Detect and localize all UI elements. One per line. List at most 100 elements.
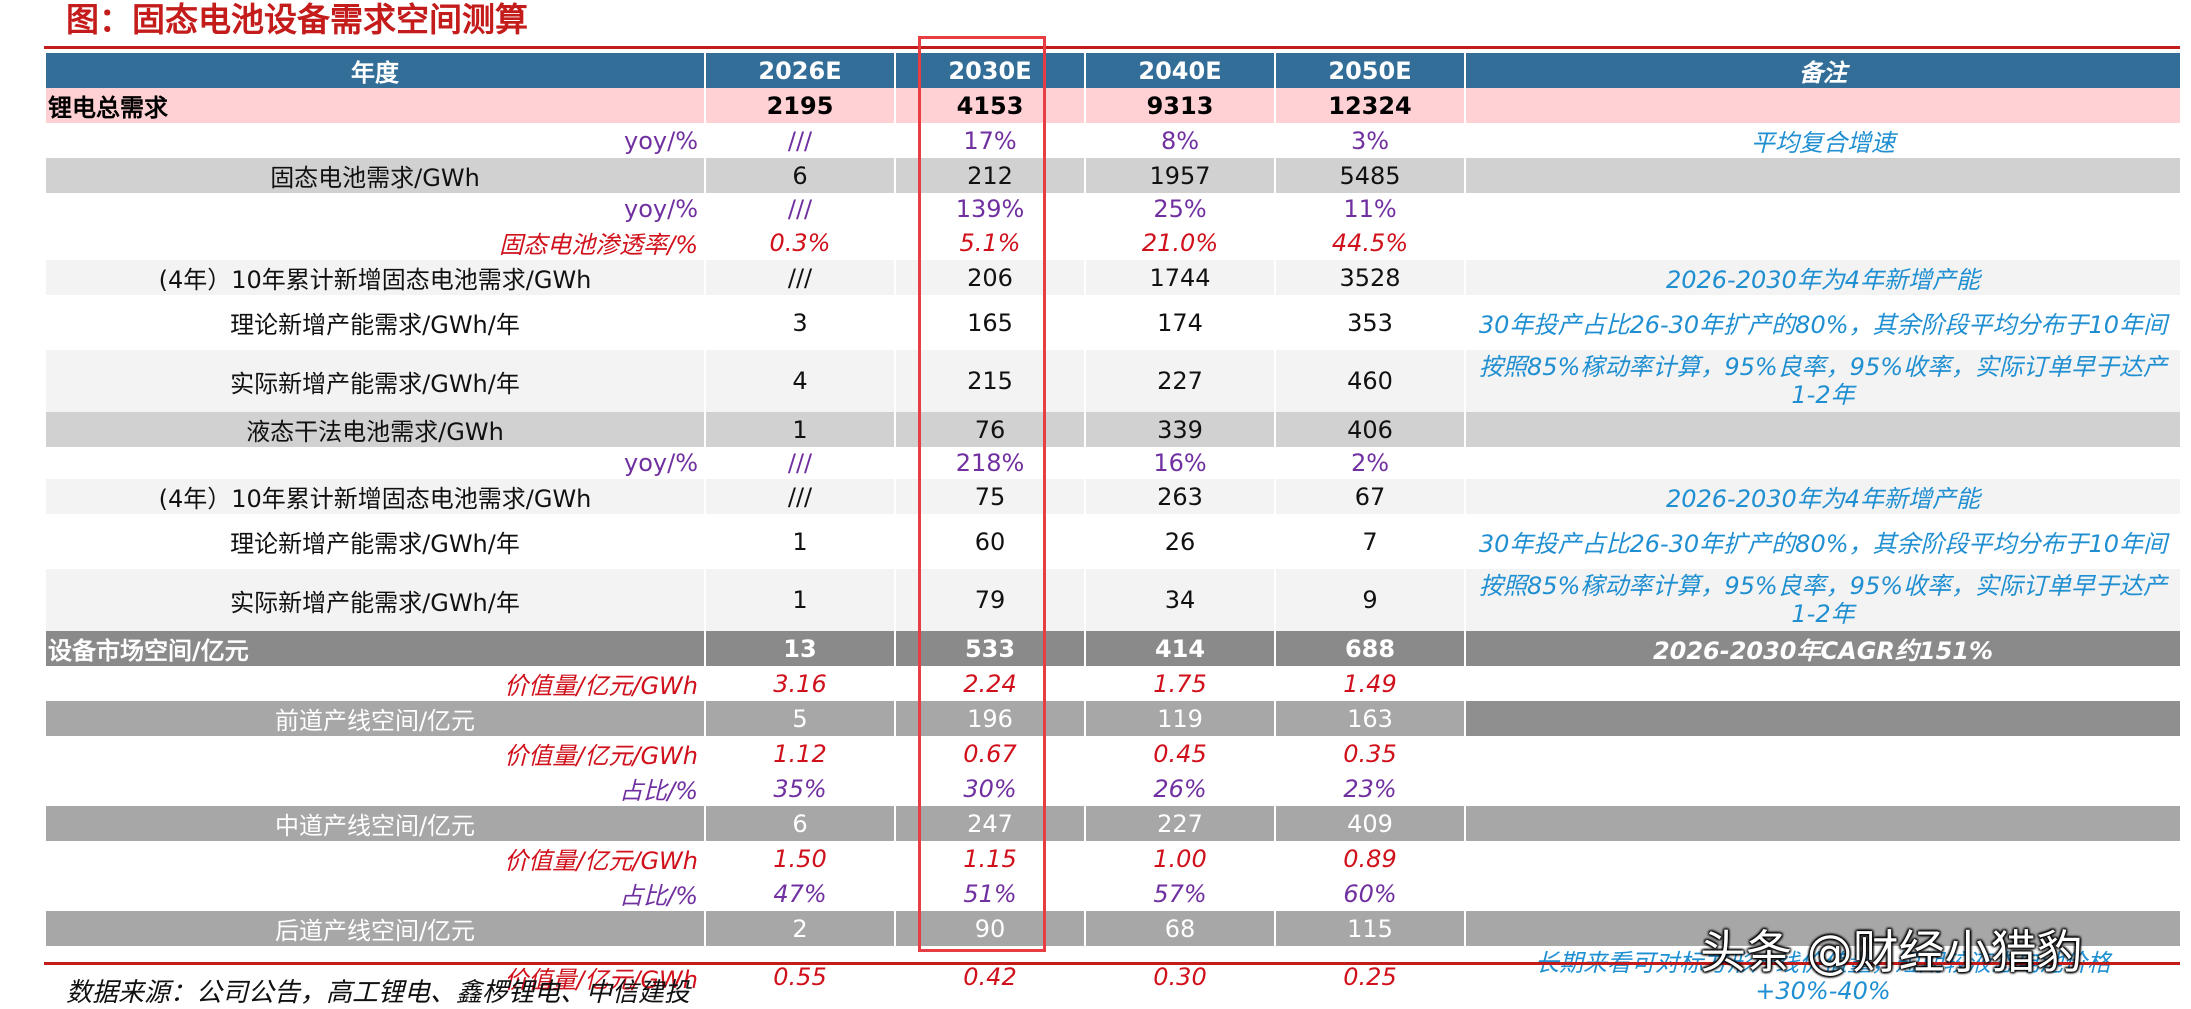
table-row: 价值量/亿元/GWh 0.55 0.42 0.30 0.25 长期来看可对标方形… xyxy=(44,946,2182,1008)
table-row: 价值量/亿元/GWh 1.50 1.15 1.00 0.89 xyxy=(44,841,2182,876)
cell-2026: 0.55 xyxy=(704,946,896,1008)
row-label: 价值量/亿元/GWh xyxy=(44,946,706,1008)
row-label: yoy/% xyxy=(44,123,706,158)
cell-2030: 90 xyxy=(894,911,1086,946)
cell-2030: 1.15 xyxy=(894,841,1086,876)
table-row: 实际新增产能需求/GWh/年 4 215 227 460 按照85%稼动率计算，… xyxy=(44,350,2182,412)
row-note xyxy=(1464,412,2182,447)
row-note xyxy=(1464,88,2182,123)
cell-2050: 0.25 xyxy=(1274,946,1466,1008)
cell-2030: 165 xyxy=(894,295,1086,350)
cell-2030: 139% xyxy=(894,193,1086,225)
cell-2050: 60% xyxy=(1274,876,1466,911)
cell-2030: 75 xyxy=(894,479,1086,514)
row-note: 按照85%稼动率计算，95%良率，95%收率，实际订单早于达产1-2年 xyxy=(1464,350,2182,412)
cell-2040: 1744 xyxy=(1084,260,1276,295)
row-note xyxy=(1464,841,2182,876)
row-label: 液态干法电池需求/GWh xyxy=(44,412,706,447)
table-row: 实际新增产能需求/GWh/年 1 79 34 9 按照85%稼动率计算，95%良… xyxy=(44,569,2182,631)
cell-2050: 0.35 xyxy=(1274,736,1466,771)
cell-2026: /// xyxy=(704,260,896,295)
row-note: 30年投产占比26-30年扩产的80%，其余阶段平均分布于10年间 xyxy=(1464,295,2182,350)
row-label: 价值量/亿元/GWh xyxy=(44,841,706,876)
cell-2026: 1.50 xyxy=(704,841,896,876)
cell-2040: 174 xyxy=(1084,295,1276,350)
cell-2040: 263 xyxy=(1084,479,1276,514)
row-note xyxy=(1464,911,2182,946)
cell-2030: 533 xyxy=(894,631,1086,666)
cell-2040: 227 xyxy=(1084,350,1276,412)
row-label: 后道产线空间/亿元 xyxy=(44,911,706,946)
cell-2026: /// xyxy=(704,123,896,158)
row-label: (4年）10年累计新增固态电池需求/GWh xyxy=(44,479,706,514)
row-note xyxy=(1464,666,2182,701)
cell-2040: 0.45 xyxy=(1084,736,1276,771)
cell-2040: 339 xyxy=(1084,412,1276,447)
row-label: yoy/% xyxy=(44,447,706,479)
cell-2050: 409 xyxy=(1274,806,1466,841)
row-label: 前道产线空间/亿元 xyxy=(44,701,706,736)
row-note: 平均复合增速 xyxy=(1464,123,2182,158)
row-label: 理论新增产能需求/GWh/年 xyxy=(44,514,706,569)
table-row: 理论新增产能需求/GWh/年 1 60 26 7 30年投产占比26-30年扩产… xyxy=(44,514,2182,569)
cell-2040: 68 xyxy=(1084,911,1276,946)
table-row: 固态电池需求/GWh 6 212 1957 5485 xyxy=(44,158,2182,193)
cell-2050: 163 xyxy=(1274,701,1466,736)
table-row: 中道产线空间/亿元 6 247 227 409 xyxy=(44,806,2182,841)
bottom-rule xyxy=(44,962,2180,965)
cell-2050: 44.5% xyxy=(1274,225,1466,260)
cell-2050: 7 xyxy=(1274,514,1466,569)
header-year-2040: 2040E xyxy=(1084,53,1276,88)
row-note: 按照85%稼动率计算，95%良率，95%收率，实际订单早于达产1-2年 xyxy=(1464,569,2182,631)
cell-2050: 23% xyxy=(1274,771,1466,806)
cell-2026: /// xyxy=(704,479,896,514)
row-label: 占比/% xyxy=(44,876,706,911)
cell-2050: 11% xyxy=(1274,193,1466,225)
cell-2040: 26 xyxy=(1084,514,1276,569)
cell-2040: 1.00 xyxy=(1084,841,1276,876)
figure-title: 图：固态电池设备需求空间测算 xyxy=(66,0,528,39)
cell-2040: 34 xyxy=(1084,569,1276,631)
cell-2026: 1 xyxy=(704,514,896,569)
cell-2050: 688 xyxy=(1274,631,1466,666)
row-label: 占比/% xyxy=(44,771,706,806)
cell-2050: 353 xyxy=(1274,295,1466,350)
cell-2050: 1.49 xyxy=(1274,666,1466,701)
row-label: 实际新增产能需求/GWh/年 xyxy=(44,350,706,412)
table-row: 理论新增产能需求/GWh/年 3 165 174 353 30年投产占比26-3… xyxy=(44,295,2182,350)
table-row: yoy/% /// 139% 25% 11% xyxy=(44,193,2182,225)
cell-2040: 9313 xyxy=(1084,88,1276,123)
cell-2026: 35% xyxy=(704,771,896,806)
row-note xyxy=(1464,876,2182,911)
table-row: yoy/% /// 17% 8% 3% 平均复合增速 xyxy=(44,123,2182,158)
cell-2050: 67 xyxy=(1274,479,1466,514)
row-note: 30年投产占比26-30年扩产的80%，其余阶段平均分布于10年间 xyxy=(1464,514,2182,569)
cell-2050: 5485 xyxy=(1274,158,1466,193)
row-note xyxy=(1464,193,2182,225)
table-row: yoy/% /// 218% 16% 2% xyxy=(44,447,2182,479)
row-note xyxy=(1464,447,2182,479)
row-label: 固态电池渗透率/% xyxy=(44,225,706,260)
cell-2026: 1 xyxy=(704,412,896,447)
top-rule xyxy=(44,46,2180,49)
cell-2050: 2% xyxy=(1274,447,1466,479)
header-note: 备注 xyxy=(1464,53,2182,88)
cell-2030: 76 xyxy=(894,412,1086,447)
cell-2040: 8% xyxy=(1084,123,1276,158)
cell-2030: 2.24 xyxy=(894,666,1086,701)
table-row: 占比/% 35% 30% 26% 23% xyxy=(44,771,2182,806)
cell-2026: 1 xyxy=(704,569,896,631)
cell-2030: 212 xyxy=(894,158,1086,193)
cell-2030: 5.1% xyxy=(894,225,1086,260)
watermark: 头条 @财经小猎豹 xyxy=(1700,925,2083,979)
row-note xyxy=(1464,806,2182,841)
cell-2040: 1.75 xyxy=(1084,666,1276,701)
row-note xyxy=(1464,736,2182,771)
cell-2026: 2195 xyxy=(704,88,896,123)
header-year-2050: 2050E xyxy=(1274,53,1466,88)
cell-2030: 17% xyxy=(894,123,1086,158)
table-row: 锂电总需求 2195 4153 9313 12324 xyxy=(44,88,2182,123)
cell-2030: 196 xyxy=(894,701,1086,736)
cell-2026: 47% xyxy=(704,876,896,911)
row-note xyxy=(1464,771,2182,806)
